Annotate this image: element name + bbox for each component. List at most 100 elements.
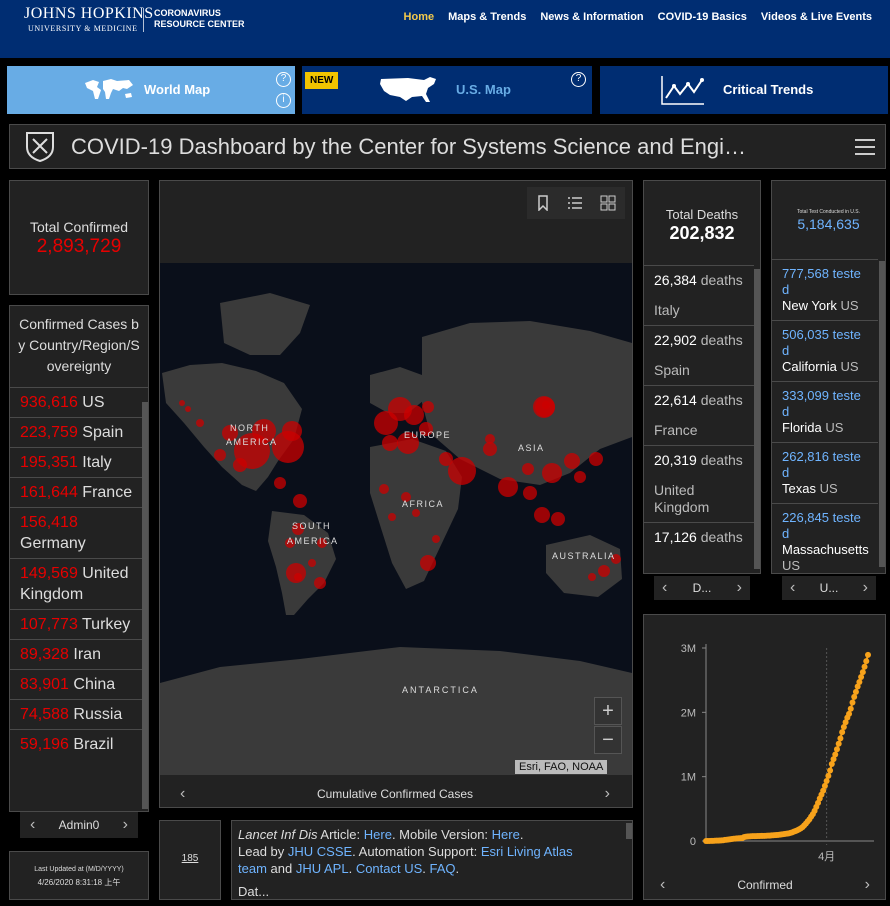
main-nav: Home Maps & Trends News & Information CO…	[404, 11, 872, 23]
data-point	[823, 778, 830, 785]
death-count: 26,384	[654, 272, 697, 288]
country-count: 223,759	[20, 424, 78, 441]
faq-link[interactable]: FAQ	[429, 861, 456, 876]
test-row[interactable]: 262,816 tested Texas US	[772, 442, 878, 503]
country-row[interactable]: 936,616 US	[10, 387, 148, 417]
scrollbar[interactable]	[142, 402, 148, 809]
label-north-america-2: AMERICA	[226, 437, 278, 447]
data-point	[837, 735, 844, 742]
country-count: 161,644	[20, 484, 78, 501]
resource-center-logo[interactable]: CORONAVIRUS RESOURCE CENTER	[154, 8, 245, 30]
deaths-list: 26,384 deaths Italy 22,902 deaths Spain 22,6…	[644, 265, 754, 565]
data-point	[854, 683, 861, 690]
country-row[interactable]: 89,328 Iran	[10, 639, 148, 669]
country-list: 936,616 US 223,759 Spain 195,351 Italy 161,…	[10, 387, 148, 759]
list-icon[interactable]	[567, 195, 583, 211]
contact-link[interactable]: Contact US	[355, 861, 423, 876]
death-row[interactable]: 22,902 deaths Spain	[644, 325, 754, 385]
tab-world-map[interactable]: World Map ? i	[7, 66, 295, 114]
death-row[interactable]: 17,126 deaths	[644, 522, 754, 565]
chevron-left-icon[interactable]: ‹	[790, 579, 796, 596]
chevron-left-icon[interactable]: ‹	[30, 816, 36, 833]
data-point	[846, 710, 853, 717]
chevron-right-icon[interactable]: ›	[864, 876, 870, 893]
grid-icon[interactable]	[600, 195, 616, 211]
chevron-right-icon[interactable]: ›	[736, 579, 742, 596]
tab-critical-trends[interactable]: Critical Trends	[600, 66, 888, 114]
tests-panel: Total Test Conducted in U.S. 5,184,635 7…	[771, 180, 886, 574]
death-country: Italy	[654, 302, 680, 318]
scrollbar[interactable]	[879, 261, 885, 567]
chevron-left-icon[interactable]: ‹	[180, 785, 186, 802]
world-map[interactable]: NORTH AMERICA EUROPE ASIA AFRICA SOUTH A…	[160, 263, 632, 775]
nav-videos[interactable]: Videos & Live Events	[760, 11, 872, 23]
jhu-csse-link[interactable]: JHU CSSE	[287, 844, 353, 859]
country-row[interactable]: 149,569 United Kingdom	[10, 558, 148, 609]
nav-home[interactable]: Home	[403, 11, 435, 23]
data-point	[851, 693, 858, 700]
info-text: . Automation Support:	[352, 844, 481, 859]
test-unit: tested	[782, 327, 861, 358]
jhu-apl-link[interactable]: JHU APL	[295, 861, 349, 876]
tests-list: 777,568 tested New York US 506,035 tested C…	[772, 259, 878, 573]
death-row[interactable]: 22,614 deaths France	[644, 385, 754, 445]
chevron-left-icon[interactable]: ‹	[662, 579, 668, 596]
mobile-version-link[interactable]: Here	[491, 827, 520, 842]
pager-label: U...	[819, 581, 839, 595]
test-row[interactable]: 506,035 tested California US	[772, 320, 878, 381]
map-attribution: Esri, FAO, NOAA	[515, 760, 608, 774]
country-row[interactable]: 59,196 Brazil	[10, 729, 148, 759]
confirmed-line-chart[interactable]: 3M 2M 1M 0 4月	[644, 615, 887, 901]
test-row[interactable]: 333,099 tested Florida US	[772, 381, 878, 442]
country-count: 156,418	[20, 514, 78, 531]
test-row[interactable]: 777,568 tested New York US	[772, 259, 878, 320]
test-state: Florida	[782, 420, 822, 435]
tab-us-map-label: U.S. Map	[456, 82, 511, 97]
country-row[interactable]: 83,901 China	[10, 669, 148, 699]
deaths-pager: ‹ D... ›	[654, 576, 750, 600]
bookmark-icon[interactable]	[536, 195, 550, 211]
map-caption: Cumulative Confirmed Cases	[316, 787, 474, 801]
nav-news[interactable]: News & Information	[540, 11, 644, 23]
country-row[interactable]: 156,418 Germany	[10, 507, 148, 558]
country-row[interactable]: 74,588 Russia	[10, 699, 148, 729]
esri-link[interactable]: Esri Living Atlas	[480, 844, 573, 859]
country-row[interactable]: 223,759 Spain	[10, 417, 148, 447]
jhu-logo-name[interactable]: JOHNS HOPKINS	[24, 5, 154, 22]
zoom-out-button[interactable]: −	[594, 726, 622, 754]
tab-world-map-label: World Map	[144, 82, 211, 97]
country-row[interactable]: 195,351 Italy	[10, 447, 148, 477]
nav-covid-basics[interactable]: COVID-19 Basics	[657, 11, 747, 23]
article-link[interactable]: Here	[363, 827, 392, 842]
scrollbar[interactable]	[626, 823, 632, 839]
chevron-right-icon[interactable]: ›	[604, 785, 610, 802]
chevron-left-icon[interactable]: ‹	[660, 876, 666, 893]
test-row[interactable]: 226,845 tested Massachusetts US	[772, 503, 878, 573]
zoom-in-button[interactable]: +	[594, 697, 622, 725]
country-row[interactable]: 107,773 Turkey	[10, 609, 148, 639]
label-europe: EUROPE	[404, 430, 451, 440]
tab-us-map[interactable]: NEW U.S. Map ?	[302, 66, 592, 114]
info-icon[interactable]: i	[276, 93, 291, 108]
chevron-right-icon[interactable]: ›	[862, 579, 868, 596]
country-name: Brazil	[73, 736, 114, 753]
death-country: Spain	[654, 362, 690, 378]
total-confirmed-value: 2,893,729	[36, 236, 122, 257]
info-text: and	[266, 861, 296, 876]
death-row[interactable]: 20,319 deaths United Kingdom	[644, 445, 754, 522]
esri-team-link[interactable]: team	[238, 861, 267, 876]
chevron-right-icon[interactable]: ›	[122, 816, 128, 833]
country-list-header: Confirmed Cases by Country/Region/Sovere…	[18, 316, 140, 374]
help-icon[interactable]: ?	[276, 72, 291, 87]
hamburger-menu-icon[interactable]	[855, 139, 875, 155]
info-text: . Mobile Version:	[391, 827, 492, 842]
country-row[interactable]: 161,644 France	[10, 477, 148, 507]
nav-maps-trends[interactable]: Maps & Trends	[448, 11, 527, 23]
death-row[interactable]: 26,384 deaths Italy	[644, 265, 754, 325]
help-icon[interactable]: ?	[571, 72, 586, 87]
test-count: 333,099	[782, 388, 829, 403]
info-text-more: Dat...	[238, 884, 270, 899]
chart-pager: ‹ Confirmed ›	[660, 875, 870, 895]
y-tick-label: 3M	[681, 643, 696, 655]
scrollbar[interactable]	[754, 269, 760, 569]
